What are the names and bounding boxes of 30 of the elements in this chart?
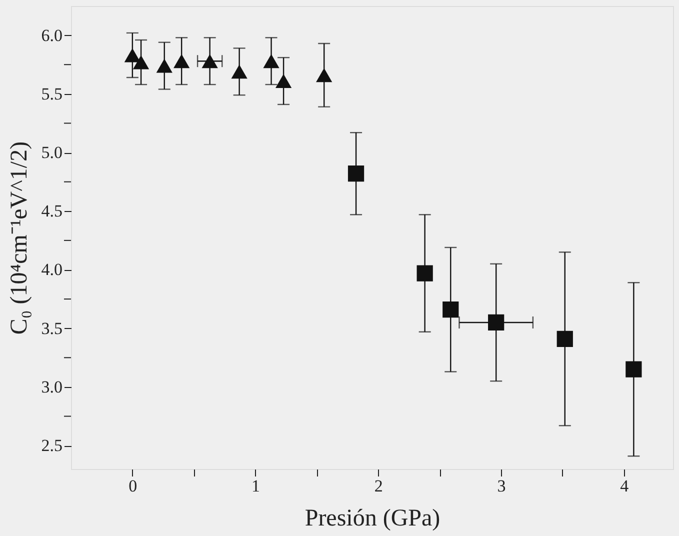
- point: [348, 166, 364, 182]
- point: [124, 48, 140, 62]
- x-tick-label: 0: [128, 476, 138, 496]
- y-tick-label: 4.5: [41, 202, 62, 221]
- point: [156, 58, 172, 73]
- point: [263, 54, 280, 68]
- point: [174, 54, 190, 68]
- point: [442, 302, 459, 318]
- point: [202, 54, 218, 68]
- y-tick-label: 5.0: [41, 143, 62, 162]
- y-axis-title: C₀ (10⁴cm⁻¹eV^1/2): [6, 141, 32, 335]
- y-tick-label: 4.0: [41, 260, 62, 280]
- point: [626, 361, 642, 378]
- point: [416, 265, 433, 282]
- x-tick-label: 3: [497, 476, 506, 496]
- y-tick-label: 2.5: [41, 436, 62, 456]
- y-tick-label: 5.5: [41, 84, 62, 104]
- x-tick-label: 2: [374, 476, 383, 496]
- y-tick-label: 3.0: [41, 377, 62, 396]
- y-tick-label: 3.5: [41, 318, 62, 338]
- x-tick-label: 1: [252, 476, 260, 496]
- point: [275, 74, 292, 88]
- point: [231, 64, 248, 79]
- y-tick-label: 6.0: [41, 26, 62, 45]
- point: [316, 68, 332, 82]
- point: [488, 314, 504, 331]
- x-tick-label: 4: [620, 476, 630, 496]
- point: [556, 330, 573, 347]
- x-axis-title: Presión (GPa): [304, 506, 440, 532]
- point: [132, 55, 150, 70]
